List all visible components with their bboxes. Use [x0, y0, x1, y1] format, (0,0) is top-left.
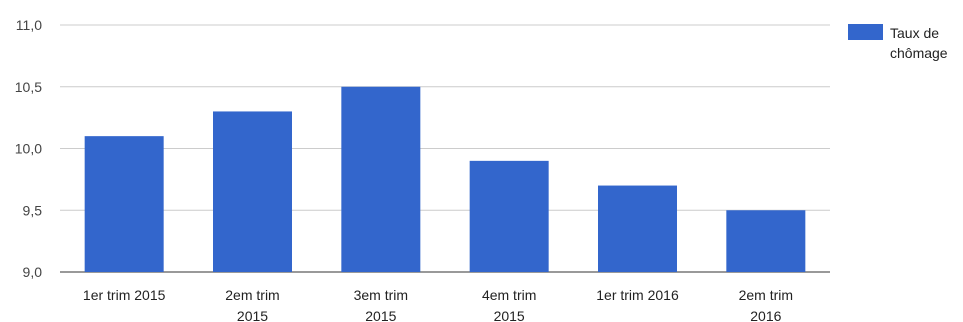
x-tick-label: 2em trim 2015: [225, 287, 279, 322]
legend-label: Taux de chômage: [890, 25, 948, 61]
y-tick-label: 9,5: [23, 202, 43, 218]
x-tick-label: 2em trim 2016: [739, 287, 793, 322]
legend: Taux de chômage: [848, 24, 948, 61]
x-tick-label: 1er trim 2016: [596, 287, 679, 303]
grid-lines: [60, 24, 830, 273]
bars: [84, 86, 806, 272]
bar[interactable]: [469, 160, 549, 272]
bar[interactable]: [213, 111, 292, 272]
legend-swatch: [848, 24, 883, 40]
y-tick-label: 10,0: [15, 141, 42, 157]
x-tick-label: 4em trim 2015: [482, 287, 536, 322]
y-tick-label: 9,0: [23, 264, 43, 280]
x-tick-label: 1er trim 2015: [83, 287, 166, 303]
x-axis-labels: 1er trim 2015 2em trim 2015 3em trim 2015 4em…: [83, 287, 793, 322]
y-axis-ticks: 9,0 9,5 10,0 10,5 11,0: [15, 17, 42, 280]
x-tick-label: 3em trim 2015: [354, 287, 408, 322]
y-tick-label: 10,5: [15, 79, 42, 95]
bar[interactable]: [598, 185, 677, 272]
y-tick-label: 11,0: [16, 17, 42, 33]
bar[interactable]: [341, 86, 421, 272]
bar[interactable]: [84, 136, 164, 272]
bar[interactable]: [726, 210, 806, 272]
